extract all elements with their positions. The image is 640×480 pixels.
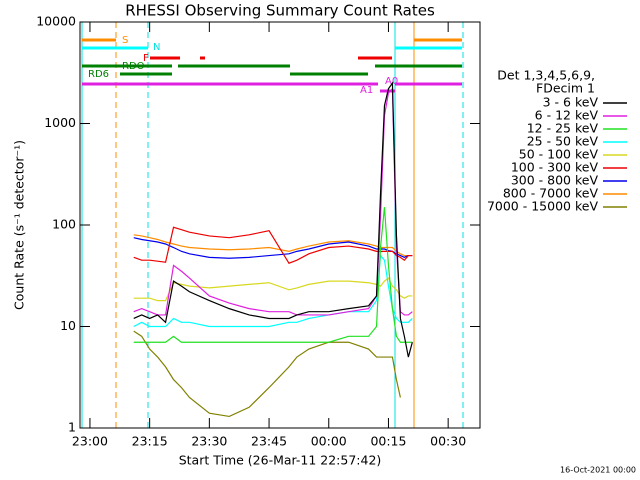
legend-title: FDecim 1: [536, 81, 595, 96]
y-axis-label: Count Rate (s⁻¹ detector⁻¹): [12, 140, 27, 310]
series-line: [133, 254, 413, 328]
series-line: [133, 207, 413, 343]
x-tick-label: 23:00: [72, 434, 108, 449]
y-tick-label: 10000: [36, 14, 76, 29]
legend-label: 7000 - 15000 keV: [487, 199, 598, 214]
x-tick-label: 00:30: [430, 434, 466, 449]
x-tick-label: 00:15: [370, 434, 406, 449]
status-flag: A0: [385, 76, 398, 87]
status-flag: S: [122, 35, 128, 46]
chart-title: RHESSI Observing Summary Count Rates: [125, 2, 435, 20]
status-flag: F: [143, 53, 149, 64]
legend-label: 300 - 800 keV: [511, 173, 599, 188]
x-tick-label: 23:15: [132, 434, 168, 449]
y-tick-label: 1000: [44, 115, 76, 130]
series-line: [133, 226, 413, 264]
legend-label: 100 - 300 keV: [511, 160, 599, 175]
x-tick-label: 00:00: [311, 434, 347, 449]
x-axis-label: Start Time (26-Mar-11 22:57:42): [179, 453, 382, 468]
y-tick-label: 10: [60, 318, 76, 333]
x-tick-label: 23:30: [191, 434, 227, 449]
legend-title: Det 1,3,4,5,6,9,: [497, 68, 595, 83]
legend-label: 3 - 6 keV: [543, 95, 599, 110]
legend-label: 50 - 100 keV: [519, 147, 599, 162]
series-line: [133, 81, 413, 358]
status-flag: RDO: [122, 61, 145, 72]
series-line: [133, 87, 413, 316]
status-flag: N: [153, 42, 160, 53]
legend-label: 6 - 12 keV: [535, 108, 599, 123]
status-flag: RD6: [88, 69, 109, 80]
status-lines: [81, 22, 464, 428]
footer: 16-Oct-2021 00:00: [560, 466, 636, 475]
series-line: [133, 330, 401, 418]
y-tick-label: 100: [52, 217, 76, 232]
legend-label: 12 - 25 keV: [527, 121, 599, 136]
x-tick-label: 23:45: [251, 434, 287, 449]
legend-label: 800 - 7000 keV: [503, 186, 599, 201]
y-tick-label: 1: [68, 420, 76, 435]
series-line: [133, 277, 413, 302]
legend-label: 25 - 50 keV: [527, 134, 599, 149]
status-flag: A1: [360, 85, 373, 96]
